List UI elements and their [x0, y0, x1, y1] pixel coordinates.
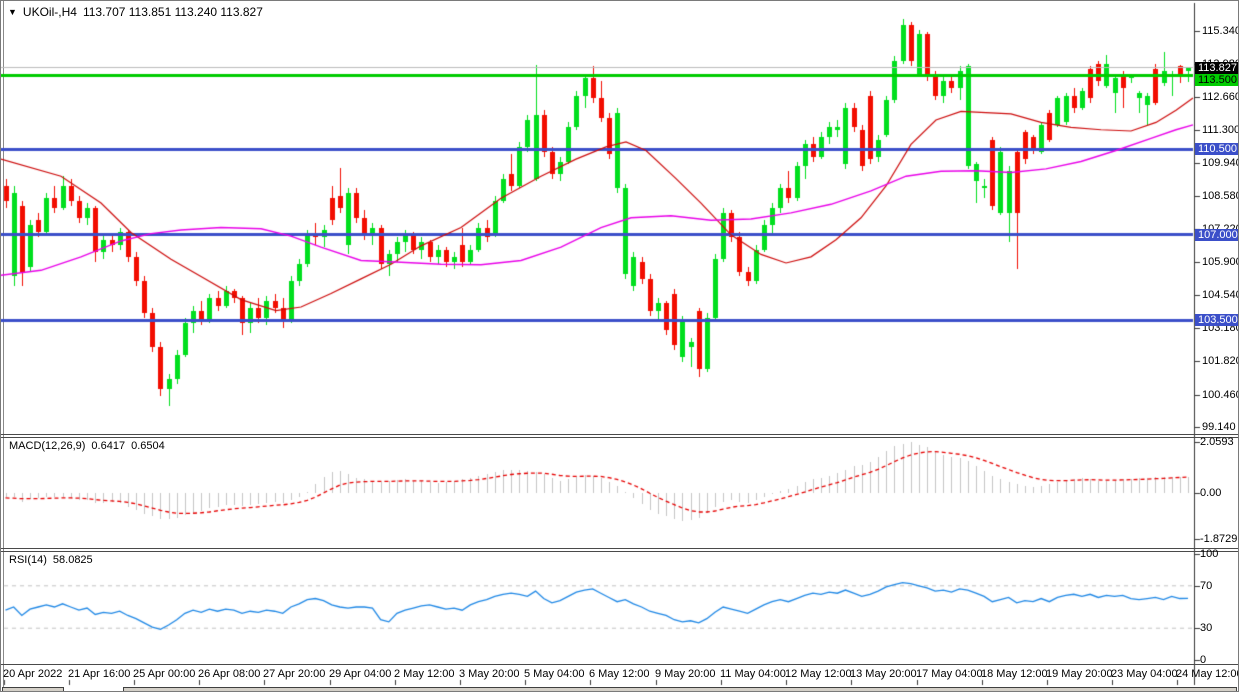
price-tick-label: 108.580 — [1202, 190, 1239, 203]
time-tick-label: 17 May 04:00 — [916, 668, 983, 680]
price-tick-label: 101.820 — [1202, 355, 1239, 368]
time-tick-label: 6 May 12:00 — [589, 668, 650, 680]
price-badge: 113.827 — [1195, 62, 1238, 74]
price-badge: 107.000 — [1195, 229, 1238, 241]
symbol-period-label: UKOil-,H4 — [22, 5, 77, 19]
time-tick-label: 27 Apr 20:00 — [263, 668, 326, 680]
price-tick-label: 104.540 — [1202, 288, 1239, 301]
time-tick-label: 11 May 04:00 — [720, 668, 786, 680]
rsi-value: 58.0825 — [52, 554, 93, 566]
macd-signal-value: 0.6504 — [131, 440, 165, 452]
time-tick-label: 19 May 20:00 — [1046, 668, 1113, 680]
pane-separator[interactable] — [1, 551, 1238, 552]
price-badge: 113.500 — [1195, 74, 1238, 86]
time-tick-label: 12 May 12:00 — [785, 668, 852, 680]
time-tick-label: 24 May 12:00 — [1176, 668, 1239, 680]
ohlc-values: 113.707 113.851 113.240 113.827 — [82, 5, 263, 19]
time-tick-label: 2 May 12:00 — [394, 668, 455, 680]
rsi-tick-label: 70 — [1200, 579, 1213, 592]
macd-pane-label: MACD(12,26,9) 0.6417 0.6504 — [9, 440, 165, 452]
time-tick-label: 18 May 12:00 — [981, 668, 1048, 680]
time-axis-separator — [1, 664, 1238, 665]
time-tick-label: 9 May 20:00 — [655, 668, 716, 680]
time-tick-label: 5 May 04:00 — [524, 668, 585, 680]
pane-separator[interactable] — [1, 548, 1238, 549]
price-tick-label: 100.460 — [1202, 388, 1239, 401]
bottom-tab[interactable] — [2, 687, 64, 691]
time-tick-label: 25 Apr 00:00 — [133, 668, 196, 680]
rsi-pane-label: RSI(14) 58.0825 — [9, 554, 93, 566]
macd-main-value: 0.6417 — [91, 440, 126, 452]
macd-indicator-name: MACD(12,26,9) — [9, 440, 86, 452]
time-tick-label: 21 Apr 16:00 — [68, 668, 131, 680]
rsi-indicator-name: RSI(14) — [9, 554, 47, 566]
time-tick-label: 20 Apr 2022 — [3, 668, 63, 680]
rsi-tick-label: 30 — [1200, 622, 1213, 635]
price-tick-label: 105.900 — [1202, 255, 1239, 268]
price-badge: 103.500 — [1195, 314, 1238, 326]
time-tick-label: 13 May 20:00 — [850, 668, 917, 680]
price-tick-label: 115.340 — [1202, 25, 1239, 37]
time-tick-label: 26 Apr 08:00 — [198, 668, 261, 680]
price-tick-label: 109.940 — [1202, 156, 1239, 169]
macd-tick-label: 2.0593 — [1200, 436, 1234, 449]
price-tick-label: 99.140 — [1202, 420, 1236, 433]
time-tick-label: 3 May 20:00 — [459, 668, 520, 680]
pane-separator[interactable] — [1, 434, 1238, 435]
macd-tick-label: -1.8729 — [1200, 533, 1238, 546]
time-tick-label: 23 May 04:00 — [1111, 668, 1178, 680]
pane-separator[interactable] — [1, 437, 1238, 438]
time-tick-label: 29 Apr 04:00 — [329, 668, 392, 680]
price-badge: 110.500 — [1195, 143, 1238, 155]
rsi-tick-label: 0 — [1200, 654, 1207, 666]
chevron-down-icon: ▼ — [8, 7, 17, 17]
price-tick-label: 111.300 — [1202, 123, 1239, 136]
bottom-tab[interactable] — [123, 687, 1237, 691]
chart-title: ▼ UKOil-,H4 113.707 113.851 113.240 113.… — [8, 5, 263, 19]
price-tick-label: 112.660 — [1202, 90, 1239, 103]
rsi-tick-label: 100 — [1200, 548, 1219, 560]
macd-tick-label: 0.00 — [1200, 487, 1222, 499]
